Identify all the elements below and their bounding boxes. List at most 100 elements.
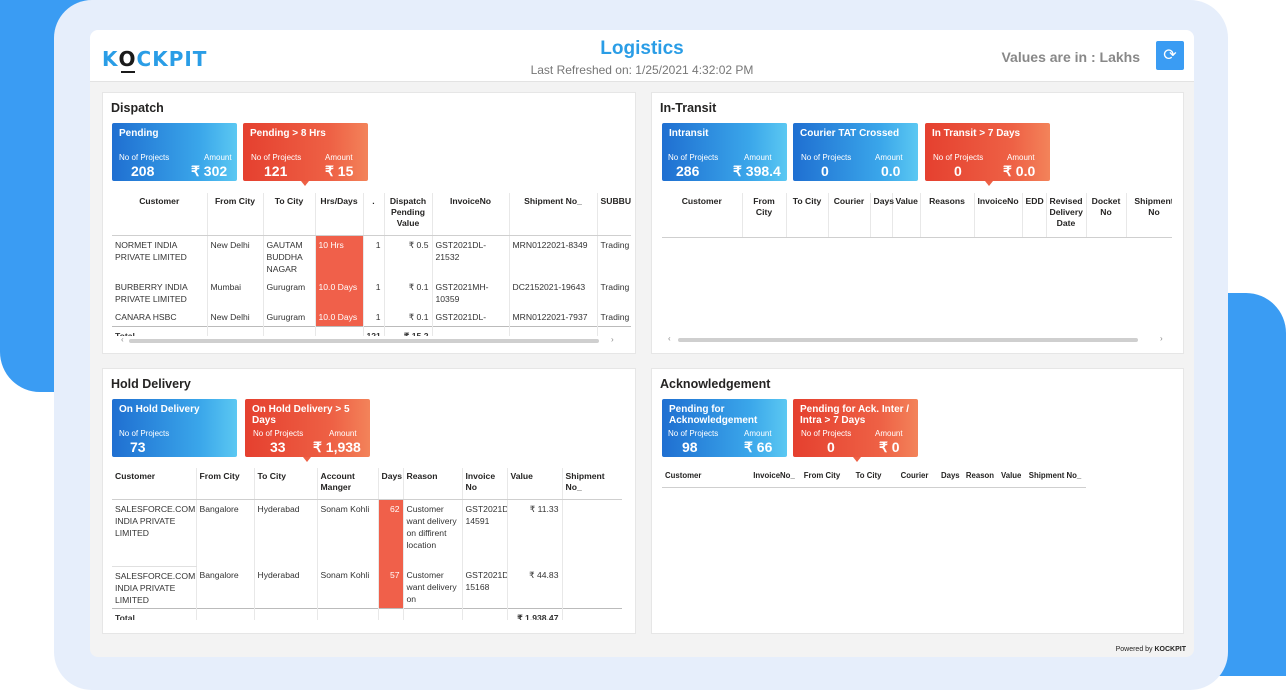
- column-header[interactable]: InvoiceNo: [974, 193, 1023, 238]
- column-header[interactable]: Reasons: [920, 193, 975, 238]
- dispatch-panel: Dispatch Pending No of Projects 208 Amou…: [102, 92, 636, 354]
- kpi-title: Pending for Acknowledgement: [669, 404, 758, 426]
- column-header[interactable]: To City: [786, 193, 829, 238]
- cell-total-label: Total: [112, 325, 208, 336]
- kpi-pending-ack-7days[interactable]: Pending for Ack. Inter / Intra > 7 Days …: [793, 399, 918, 462]
- column-header[interactable]: Invoice No: [462, 468, 508, 500]
- kpi-title: On Hold Delivery: [119, 404, 200, 415]
- scroll-left-arrow[interactable]: ‹: [668, 334, 671, 343]
- column-header[interactable]: Customer: [112, 468, 197, 500]
- dispatch-table[interactable]: Customer From City To City Hrs/Days . Di…: [112, 193, 631, 336]
- kpi-amount-value: ₹ 398.4: [733, 163, 781, 179]
- column-header[interactable]: Courier: [828, 193, 871, 238]
- column-header[interactable]: Value: [507, 468, 563, 500]
- cell-subbu: Trading: [597, 307, 631, 326]
- cell-from-city: Mumbai: [207, 277, 264, 308]
- column-header[interactable]: SUBBU: [597, 193, 631, 236]
- acknowledgement-title: Acknowledgement: [660, 377, 771, 391]
- hold-delivery-table[interactable]: Customer From City To City Account Mange…: [112, 468, 622, 620]
- column-header[interactable]: InvoiceNo: [432, 193, 510, 236]
- table-row[interactable]: BURBERRY INDIA PRIVATE LIMITED Mumbai Gu…: [112, 277, 631, 308]
- column-header[interactable]: Shipment No_: [509, 193, 598, 236]
- kpi-pending-ack[interactable]: Pending for Acknowledgement No of Projec…: [662, 399, 787, 457]
- column-header[interactable]: To City: [254, 468, 318, 500]
- kpi-on-hold-5days[interactable]: On Hold Delivery > 5 Days No of Projects…: [245, 399, 370, 462]
- column-header[interactable]: From City: [196, 468, 255, 500]
- kpi-projects-value: 98: [682, 439, 698, 455]
- refresh-button[interactable]: ⟳: [1156, 41, 1184, 70]
- kpi-projects-value: 0: [954, 163, 962, 179]
- column-header[interactable]: Courier: [891, 467, 938, 488]
- table-row[interactable]: NORMET INDIA PRIVATE LIMITED New Delhi G…: [112, 235, 631, 278]
- column-header[interactable]: From City: [798, 467, 846, 488]
- intransit-title: In-Transit: [660, 101, 717, 115]
- horizontal-scrollbar[interactable]: [129, 339, 599, 343]
- column-header[interactable]: Docket No: [1086, 193, 1127, 238]
- kpi-amount-label: Amount: [329, 429, 357, 438]
- column-header[interactable]: Customer: [662, 193, 743, 238]
- column-header[interactable]: From City: [742, 193, 787, 238]
- column-header[interactable]: Days: [870, 193, 894, 238]
- kpi-pointer: [985, 181, 993, 186]
- intransit-table[interactable]: Customer From City To City Courier Days …: [662, 193, 1172, 241]
- column-header[interactable]: From City: [207, 193, 264, 236]
- column-header[interactable]: .: [363, 193, 385, 236]
- cell-to-city: Hyderabad: [254, 566, 318, 609]
- column-header[interactable]: Shipment No_: [562, 468, 622, 500]
- table-header-row: Customer From City To City Courier Days …: [662, 193, 1172, 238]
- scroll-right-arrow[interactable]: ›: [1160, 334, 1163, 343]
- column-header[interactable]: Customer: [662, 467, 750, 488]
- kpi-dispatch-pending-8hrs[interactable]: Pending > 8 Hrs No of Projects 121 Amoun…: [243, 123, 368, 186]
- kpi-on-hold-delivery[interactable]: On Hold Delivery No of Projects 73: [112, 399, 237, 457]
- cell-shipment: DC2152021-19643: [509, 277, 598, 308]
- kpi-projects-label: No of Projects: [933, 153, 984, 162]
- table-row[interactable]: CANARA HSBC New Delhi Gurugram 10.0 Days…: [112, 307, 631, 326]
- acknowledgement-table[interactable]: Customer InvoiceNo_ From City To City Co…: [662, 467, 1086, 489]
- column-header[interactable]: Customer: [112, 193, 208, 236]
- column-header[interactable]: To City: [263, 193, 316, 236]
- column-header[interactable]: Account Manger: [317, 468, 379, 500]
- table-row[interactable]: SALESFORCE.COM INDIA PRIVATE LIMITED Ban…: [112, 499, 622, 567]
- column-header[interactable]: Days: [938, 467, 962, 488]
- kpi-title: Courier TAT Crossed: [800, 128, 900, 139]
- column-header[interactable]: To City: [846, 467, 891, 488]
- column-header[interactable]: Value: [892, 193, 921, 238]
- kpi-projects-label: No of Projects: [668, 153, 719, 162]
- cell-customer: CANARA HSBC: [112, 307, 208, 326]
- cell-invoice: GST2021MH-10359: [432, 277, 510, 308]
- cell-subbu: Trading: [597, 277, 631, 308]
- column-header[interactable]: Reason: [403, 468, 463, 500]
- kpi-title: In Transit > 7 Days: [932, 128, 1021, 139]
- horizontal-scrollbar[interactable]: [678, 338, 1138, 342]
- cell-to-city: Hyderabad: [254, 499, 318, 566]
- kpi-dispatch-pending[interactable]: Pending No of Projects 208 Amount ₹ 302: [112, 123, 237, 181]
- cell-pending-value: ₹ 0.5: [384, 235, 433, 278]
- column-header[interactable]: Shipment No_: [1024, 467, 1086, 488]
- column-header[interactable]: Revised Delivery Date: [1046, 193, 1087, 238]
- kpi-amount-label: Amount: [325, 153, 353, 162]
- kpi-title: Pending: [119, 128, 159, 139]
- footer-brand: KOCKPIT: [1154, 646, 1187, 653]
- column-header[interactable]: Value: [998, 467, 1024, 488]
- kpi-pointer: [853, 457, 861, 462]
- kpi-intransit[interactable]: Intransit No of Projects 286 Amount ₹ 39…: [662, 123, 787, 181]
- kpi-amount-value: ₹ 15: [325, 163, 354, 179]
- kpi-intransit-7days[interactable]: In Transit > 7 Days No of Projects 0 Amo…: [925, 123, 1050, 186]
- acknowledgement-panel: Acknowledgement Pending for Acknowledgem…: [651, 368, 1184, 634]
- column-header[interactable]: EDD: [1022, 193, 1047, 238]
- scroll-right-arrow[interactable]: ›: [611, 335, 614, 344]
- column-header[interactable]: Hrs/Days: [315, 193, 364, 236]
- kpi-courier-tat-crossed[interactable]: Courier TAT Crossed No of Projects 0 Amo…: [793, 123, 918, 181]
- kpi-amount-value: ₹ 0.0: [1003, 163, 1036, 179]
- intransit-panel: In-Transit Intransit No of Projects 286 …: [651, 92, 1184, 354]
- kpi-title: Intransit: [669, 128, 709, 139]
- kpi-projects-value: 73: [130, 439, 146, 455]
- scroll-left-arrow[interactable]: ‹: [121, 335, 124, 344]
- column-header[interactable]: Dispatch Pending Value: [384, 193, 433, 236]
- column-header[interactable]: Reason: [962, 467, 998, 488]
- column-header[interactable]: InvoiceNo_: [750, 467, 798, 488]
- column-header[interactable]: Days: [378, 468, 404, 500]
- kpi-title: Pending for Ack. Inter / Intra > 7 Days: [800, 404, 910, 426]
- table-row[interactable]: SALESFORCE.COM INDIA PRIVATE LIMITED Ban…: [112, 566, 622, 609]
- column-header[interactable]: Shipment No: [1126, 193, 1172, 238]
